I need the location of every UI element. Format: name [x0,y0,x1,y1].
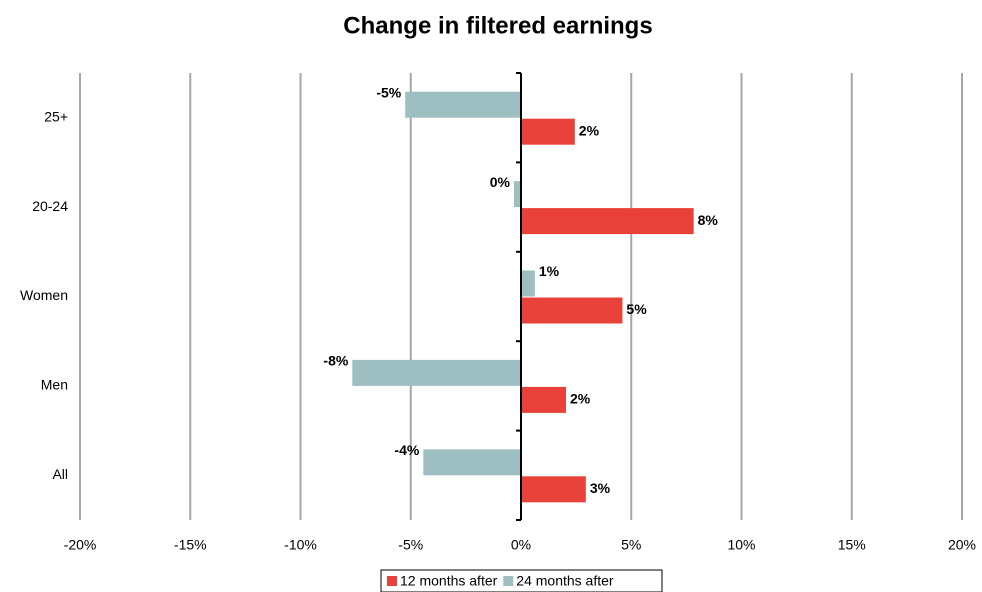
legend-label: 24 months after [516,573,614,589]
chart-title: Change in filtered earnings [343,12,652,39]
bar [423,449,521,476]
y-tick-label: Women [20,287,68,303]
data-label: -5% [376,84,401,100]
x-tick-label: -15% [174,537,207,553]
y-tick-label: 20-24 [32,198,68,214]
x-tick-label: 5% [621,537,641,553]
data-label: 8% [698,212,719,228]
legend-label: 12 months after [400,573,498,589]
data-label: -4% [394,442,419,458]
bar [405,91,521,118]
bar [521,476,586,503]
y-tick-label: Men [41,377,68,393]
bar [521,270,535,297]
x-tick-label: -20% [64,537,97,553]
data-label: -8% [323,353,348,369]
data-label: 2% [570,391,591,407]
legend-swatch [387,576,397,586]
data-label: 2% [579,122,600,138]
bar [352,359,521,386]
x-tick-label: -10% [284,537,317,553]
x-tick-label: 20% [948,537,976,553]
bar [521,118,575,145]
bar [513,181,521,208]
legend-swatch [503,576,514,586]
x-tick-label: -5% [398,537,423,553]
y-tick-label: 25+ [44,108,68,124]
bar [521,208,694,235]
data-label: 5% [626,301,647,317]
y-tick-label: All [52,466,68,482]
data-label: 3% [590,480,611,496]
data-label: 0% [490,174,511,190]
data-label: 1% [539,263,560,279]
bar [521,297,623,324]
x-tick-label: 0% [511,537,531,553]
legend-box [380,569,663,592]
bar [521,386,566,413]
x-tick-label: 10% [727,537,755,553]
x-tick-label: 15% [838,537,866,553]
